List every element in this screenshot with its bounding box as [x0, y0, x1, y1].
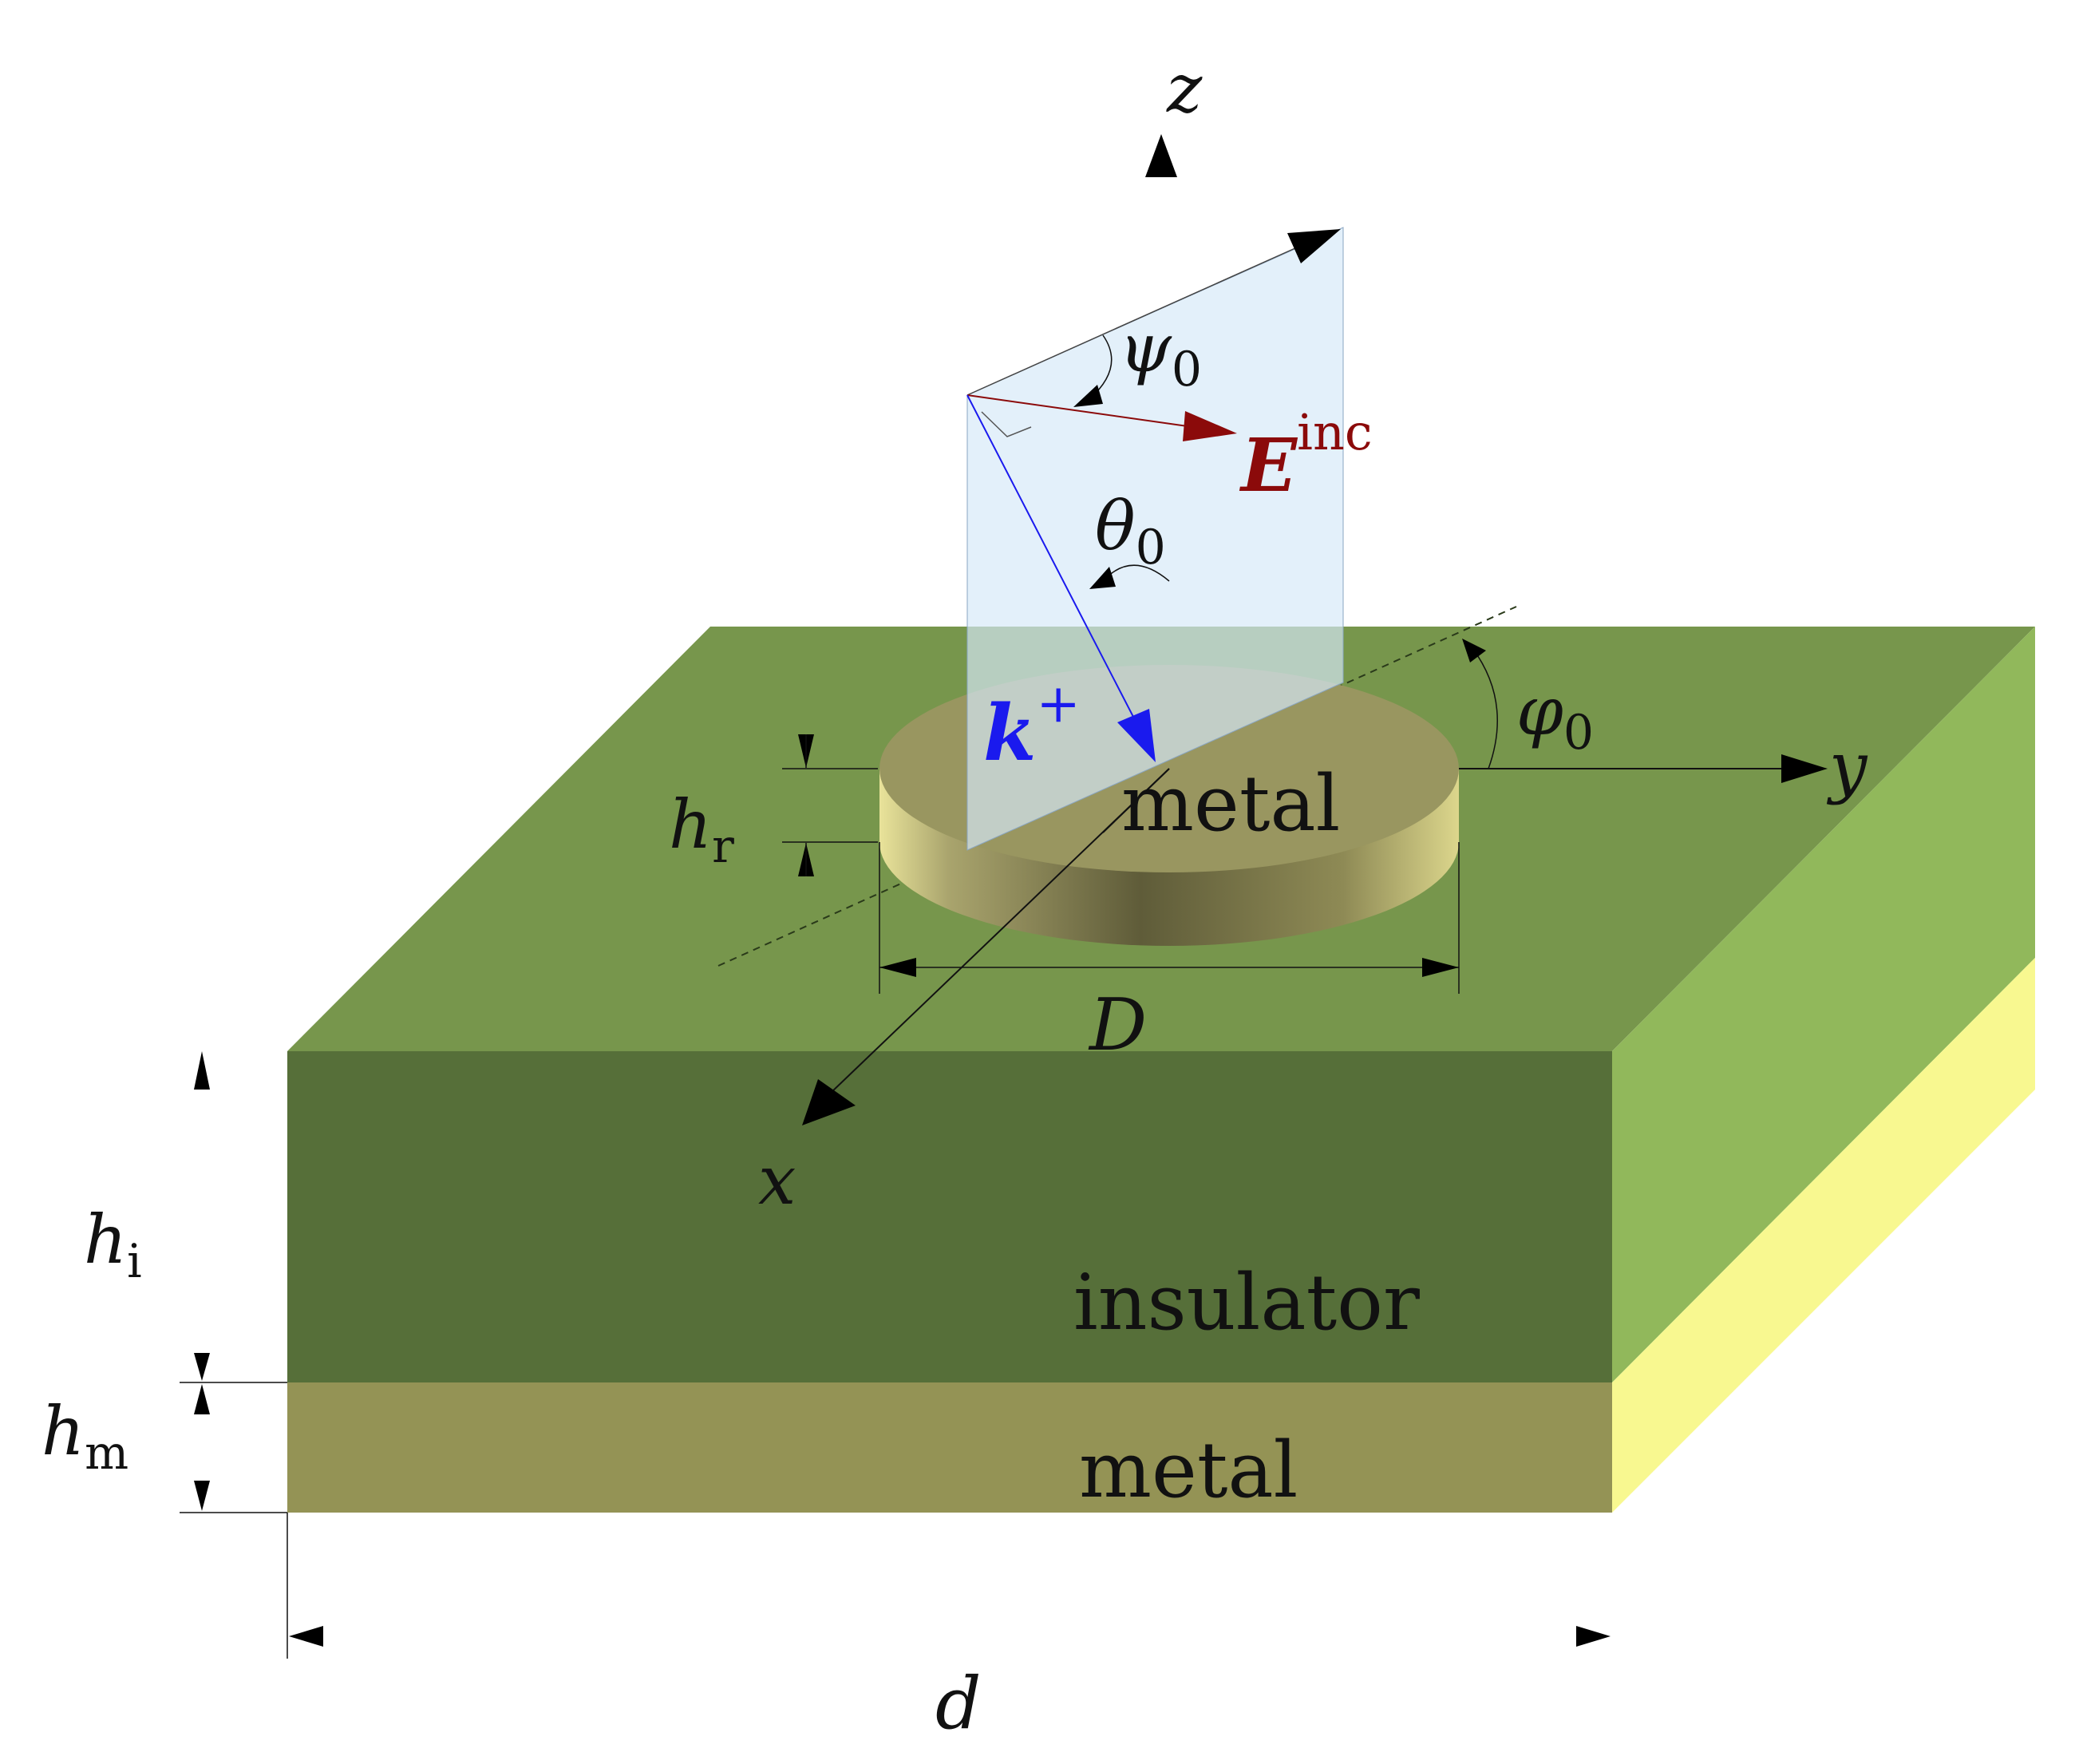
d-disk-arrow-right	[1422, 958, 1459, 977]
hi-arrow-bottom	[194, 1353, 210, 1381]
theta-arc-arrowhead	[1089, 567, 1116, 589]
slab-front-insulator	[287, 1051, 1612, 1382]
x-axis-line-upper	[1102, 768, 1170, 833]
hm-label: hm	[42, 1392, 128, 1480]
hi-arrow-top	[194, 1051, 210, 1090]
psi-label: ψ0	[1119, 309, 1202, 397]
axis-z-label: z	[1166, 49, 1203, 128]
slab	[287, 627, 2035, 1513]
hm-arrow-top	[194, 1384, 210, 1414]
plane-top-edge-vector	[966, 247, 1298, 396]
slab-right-side-insulator	[1612, 627, 2035, 1382]
middle-material-label: insulator	[1073, 1258, 1420, 1347]
slab-front-metal	[287, 1382, 1612, 1513]
e-inc-arrowhead	[1183, 411, 1237, 441]
phi-arc	[1472, 647, 1498, 769]
plane-top-edge-arrowhead	[1287, 229, 1341, 263]
vectors	[966, 229, 1341, 762]
hi-label: hi	[84, 1200, 142, 1288]
theta-label: θ0	[1095, 487, 1166, 575]
right-angle-marker	[981, 411, 1032, 437]
k-plus-arrowhead	[1117, 709, 1156, 762]
psi-arc-arrowhead	[1073, 385, 1103, 407]
period-arrow-left	[289, 1626, 323, 1647]
slab-right-side-metal	[1612, 958, 2035, 1513]
z-axis-arrowhead	[1145, 134, 1177, 177]
axis-x-label: x	[758, 1141, 796, 1220]
period-arrow-right	[1576, 1626, 1611, 1647]
axis-y-label: y	[1826, 728, 1868, 806]
hm-arrow-bottom	[194, 1481, 210, 1511]
bottom-material-label: metal	[1079, 1426, 1298, 1515]
e-inc-label: Einc	[1239, 403, 1373, 508]
d-disk-arrow-left	[879, 958, 916, 977]
y-axis-arrowhead	[1781, 754, 1828, 783]
phi-label: φ0	[1516, 672, 1594, 761]
phi-arc-arrowhead	[1462, 639, 1486, 662]
disk-diameter-label: D	[1088, 983, 1147, 1067]
angle-arcs	[1073, 334, 1498, 769]
e-inc-vector	[966, 394, 1194, 428]
k-plus-vector	[966, 394, 1134, 718]
period-label: d	[935, 1662, 982, 1746]
dimensions	[180, 734, 1611, 1659]
hr-label: hr	[669, 785, 734, 873]
k-plus-label: k+	[983, 673, 1081, 778]
x-axis-arrowhead	[802, 1079, 856, 1125]
labels: z y x ψ0 Einc θ0 φ0 k+ hr hi hm D d meta…	[42, 49, 1868, 1746]
top-material-label: metal	[1121, 759, 1340, 848]
